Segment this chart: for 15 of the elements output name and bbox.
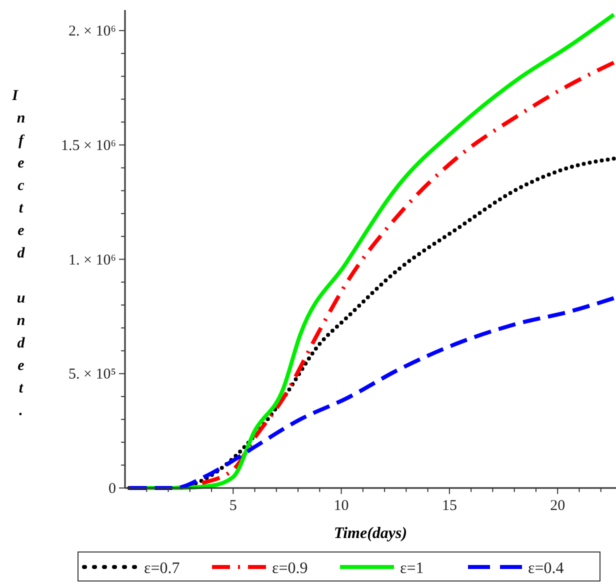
legend-label: ε=0.9 — [272, 560, 308, 577]
x-tick-label: 20 — [550, 498, 566, 514]
x-tick-label: 10 — [334, 498, 349, 514]
y-tick-label: 5. × 10⁵ — [68, 366, 116, 383]
x-tick-label: 15 — [442, 498, 457, 514]
y-tick-label: 1.5 × 10⁶ — [61, 138, 116, 154]
legend-label: ε=0.7 — [144, 560, 180, 577]
y-tick-label: 1. × 10⁶ — [68, 252, 116, 268]
x-tick-label: 5 — [229, 498, 237, 514]
text: Infected undet. — [12, 88, 26, 419]
legend-label: ε=0.4 — [528, 560, 564, 577]
y-tick-label: 0 — [108, 481, 116, 497]
x-axis-title: Time(days) — [334, 525, 408, 542]
y-tick-label: 2. × 10⁶ — [68, 24, 116, 40]
legend-label: ε=1 — [400, 560, 424, 577]
